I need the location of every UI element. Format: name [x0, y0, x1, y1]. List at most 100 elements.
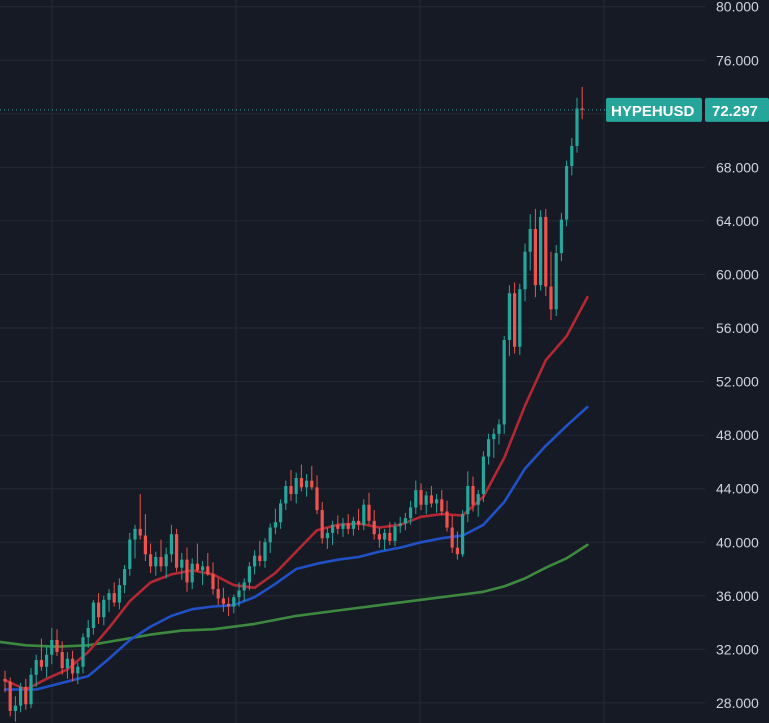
grid-lines	[0, 0, 705, 723]
candle	[455, 531, 459, 560]
candle-body	[580, 108, 584, 110]
candle-body	[429, 495, 433, 504]
candle	[185, 547, 189, 592]
candle-body	[367, 504, 371, 521]
last-price-box	[705, 97, 769, 122]
candle-body	[258, 555, 262, 561]
candle	[211, 562, 215, 595]
candle	[299, 464, 303, 492]
candle	[461, 510, 465, 557]
candle	[429, 486, 433, 508]
candle	[227, 597, 231, 616]
candle	[159, 539, 163, 572]
candle	[559, 212, 563, 262]
candle-body	[102, 599, 106, 618]
candle	[549, 251, 553, 320]
candle-body	[481, 456, 485, 495]
candle-body	[247, 566, 251, 583]
y-tick-label: 60.000	[716, 266, 759, 282]
y-tick-label: 44.000	[716, 481, 759, 497]
candle-body	[497, 424, 501, 434]
candle	[149, 543, 153, 574]
candle	[341, 518, 345, 537]
candle-body	[232, 597, 236, 607]
candle	[419, 483, 423, 511]
candle	[91, 599, 95, 635]
candle	[71, 650, 75, 682]
candle-body	[502, 340, 506, 425]
candle-body	[263, 542, 267, 561]
candle	[3, 670, 7, 693]
candle	[164, 547, 168, 579]
candle	[305, 473, 309, 497]
candle	[513, 282, 517, 354]
candle-body	[539, 216, 543, 286]
candle-body	[133, 528, 137, 540]
candle	[518, 283, 522, 355]
y-tick-label: 52.000	[716, 374, 759, 390]
candle	[492, 428, 496, 458]
candle	[362, 499, 366, 531]
candle-body	[284, 486, 288, 504]
candle-body	[393, 526, 397, 541]
candle-body	[357, 520, 361, 525]
candle	[34, 654, 38, 687]
candle-body	[268, 527, 272, 543]
candle	[206, 552, 210, 576]
candle-body	[299, 477, 303, 488]
ma-mid-line	[3, 405, 589, 691]
candle	[39, 638, 43, 671]
candle	[19, 682, 23, 713]
candle-body	[50, 639, 54, 655]
candle-body	[112, 593, 116, 603]
candle	[13, 696, 17, 722]
candle	[388, 522, 392, 545]
candle	[258, 540, 262, 567]
candle	[242, 578, 246, 602]
candle-body	[513, 293, 517, 347]
candle-body	[492, 433, 496, 440]
candle	[497, 419, 501, 445]
candle-body	[39, 660, 43, 667]
candle	[445, 500, 449, 532]
candle	[289, 469, 293, 501]
candle	[175, 528, 179, 572]
candle	[320, 502, 324, 544]
candle-body	[128, 539, 132, 570]
candle-body	[315, 487, 319, 511]
candle-body	[559, 219, 563, 254]
candle	[128, 532, 132, 576]
candle	[450, 515, 454, 553]
candle-body	[289, 486, 293, 495]
candle-body	[149, 554, 153, 567]
candle-body	[279, 503, 283, 523]
candle	[201, 560, 205, 586]
candle	[398, 516, 402, 533]
candle-body	[362, 504, 366, 525]
candle-body	[544, 216, 548, 287]
candle-body	[570, 145, 574, 167]
candle	[471, 476, 475, 512]
candle	[102, 595, 106, 626]
candle	[528, 214, 532, 271]
candle-body	[185, 559, 189, 583]
candle-body	[169, 534, 173, 555]
candle-body	[206, 566, 210, 575]
candle	[8, 677, 12, 717]
candle-body	[310, 480, 314, 488]
candle	[570, 137, 574, 176]
moving-averages	[0, 295, 589, 691]
y-tick-label: 48.000	[716, 427, 759, 443]
y-tick-label: 64.000	[716, 213, 759, 229]
price-tag: 72.297	[705, 97, 769, 122]
candle	[237, 582, 241, 607]
candle	[435, 494, 439, 513]
candle-body	[237, 590, 241, 598]
candle-body	[97, 602, 101, 618]
candle	[346, 514, 350, 535]
candle-body	[19, 686, 23, 706]
candle-body	[211, 574, 215, 590]
candle	[268, 523, 272, 553]
candle-body	[159, 556, 163, 567]
